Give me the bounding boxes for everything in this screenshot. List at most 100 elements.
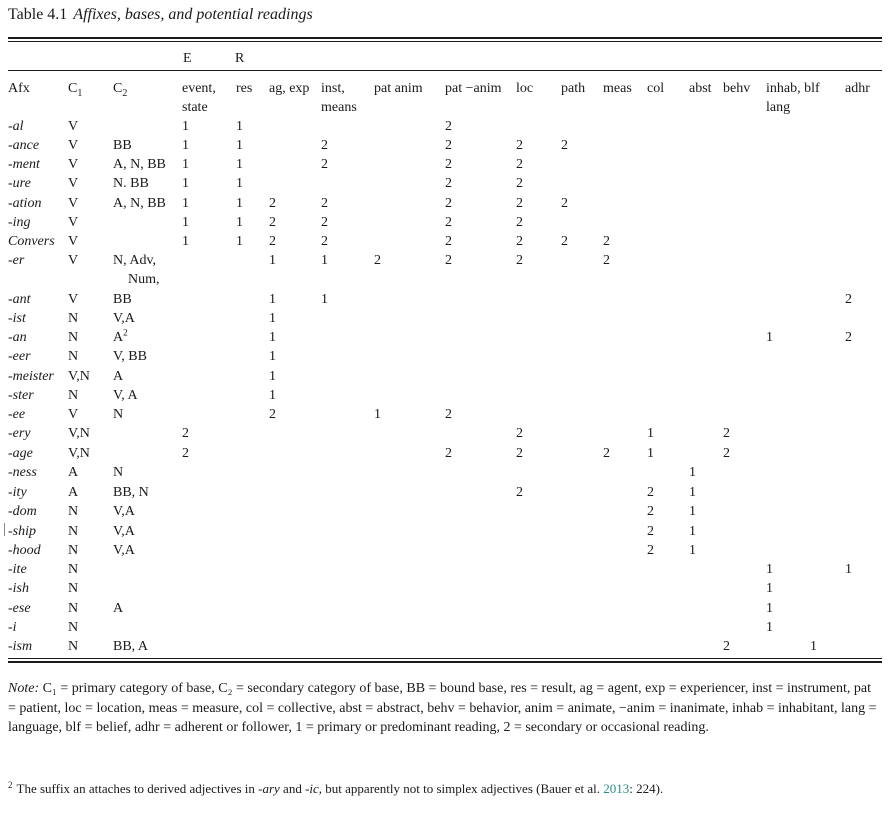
header-loc: loc bbox=[516, 81, 534, 96]
header-pat-anim: pat anim bbox=[374, 81, 423, 96]
c1-cell: N bbox=[68, 620, 79, 635]
c2-cell: BB, N bbox=[113, 483, 149, 502]
reading-abst-cell: 1 bbox=[689, 485, 696, 500]
header-inhab-blf: inhab, blf bbox=[766, 81, 820, 96]
reading-inst-cell: 1 bbox=[321, 292, 328, 307]
reading-abst-cell: 1 bbox=[689, 504, 696, 519]
header-col: col bbox=[647, 81, 665, 96]
c2-cell: A, N, BB bbox=[113, 194, 166, 213]
affix-cell: Convers bbox=[8, 234, 55, 249]
bottom-rule-thin bbox=[8, 658, 882, 659]
top-rule-thick bbox=[8, 37, 882, 39]
c1-cell: V,N bbox=[68, 426, 90, 441]
affix-cell: -an bbox=[8, 330, 27, 345]
c1-cell: V bbox=[68, 407, 79, 422]
c2-cell: N. BB bbox=[113, 174, 149, 193]
reading-event-cell: 1 bbox=[182, 196, 189, 211]
c1-cell: N bbox=[68, 504, 79, 519]
reading-ag-cell: 1 bbox=[269, 330, 276, 345]
text-cursor-mark bbox=[4, 523, 5, 536]
affix-cell: -ese bbox=[8, 601, 31, 616]
reading-patinanim-cell: 2 bbox=[445, 119, 452, 134]
reading-patinanim-cell: 2 bbox=[445, 138, 452, 153]
c2-cell: A bbox=[113, 599, 123, 618]
reading-patanim-cell: 1 bbox=[374, 407, 381, 422]
reading-behv-cell: 2 bbox=[723, 426, 730, 441]
c1-cell: N bbox=[68, 581, 79, 596]
reading-res-cell: 1 bbox=[236, 119, 243, 134]
reading-loc-cell: 2 bbox=[516, 215, 523, 230]
affix-cell: -ery bbox=[8, 426, 31, 441]
c2-text: BB bbox=[113, 138, 132, 153]
reading-inst-cell: 2 bbox=[321, 196, 328, 211]
reading-inhab-cell: 1 bbox=[766, 330, 773, 345]
affix-cell: -eer bbox=[8, 349, 31, 364]
reading-ag-cell: 2 bbox=[269, 407, 276, 422]
c2-cell: V,A bbox=[113, 309, 135, 328]
c1-cell: V,N bbox=[68, 369, 90, 384]
reading-loc-cell: 2 bbox=[516, 446, 523, 461]
c2-cell: V, BB bbox=[113, 347, 147, 366]
affix-cell: -dom bbox=[8, 504, 37, 519]
c1-cell: N bbox=[68, 388, 79, 403]
c1-cell: V,N bbox=[68, 446, 90, 461]
reading-ag-cell: 1 bbox=[269, 311, 276, 326]
reading-loc-cell: 2 bbox=[516, 426, 523, 441]
reading-ag-cell: 1 bbox=[269, 369, 276, 384]
group-header-rule bbox=[8, 70, 882, 71]
c2-text: N bbox=[113, 407, 124, 422]
bottom-rule-thick bbox=[8, 661, 882, 663]
reading-event-cell: 1 bbox=[182, 176, 189, 191]
affix-cell: -hood bbox=[8, 543, 41, 558]
header-c2: C2 bbox=[113, 79, 127, 98]
c2-text: A, N, BB bbox=[113, 157, 166, 172]
reading-event-cell: 1 bbox=[182, 234, 189, 249]
reading-res-cell: 1 bbox=[236, 176, 243, 191]
reading-col-cell: 2 bbox=[647, 543, 654, 558]
c2-cell: N, Adv, bbox=[113, 251, 156, 270]
reading-inhab-cell: 1 bbox=[766, 601, 773, 616]
c1-cell: V bbox=[68, 119, 79, 134]
reading-inhab-cell: 1 bbox=[766, 562, 773, 577]
c1-cell: N bbox=[68, 524, 79, 539]
note-text: C₁ = primary category of base, C₂ = seco… bbox=[8, 681, 877, 735]
c2-text: V, BB bbox=[113, 349, 147, 364]
affix-cell: -er bbox=[8, 253, 25, 268]
c2-text: A, N, BB bbox=[113, 196, 166, 211]
reading-inst-cell: 2 bbox=[321, 138, 328, 153]
header-lang: lang bbox=[766, 100, 791, 115]
reading-event-cell: 1 bbox=[182, 138, 189, 153]
reading-abst-cell: 1 bbox=[689, 543, 696, 558]
reading-res-cell: 1 bbox=[236, 157, 243, 172]
reading-patinanim-cell: 2 bbox=[445, 157, 452, 172]
affix-cell: -ness bbox=[8, 465, 37, 480]
reading-event-cell: 2 bbox=[182, 446, 189, 461]
citation-year-link[interactable]: 2013 bbox=[603, 781, 630, 796]
header-res: res bbox=[236, 81, 253, 96]
reading-abst-cell: 1 bbox=[689, 465, 696, 480]
reading-patinanim-cell: 2 bbox=[445, 234, 452, 249]
affix-cell: -ance bbox=[8, 138, 40, 153]
c2-cell: BB, A bbox=[113, 637, 148, 656]
c1-cell: N bbox=[68, 562, 79, 577]
c2-text: A bbox=[113, 369, 124, 384]
affix-cell: -ish bbox=[8, 581, 29, 596]
affix-cell: -ing bbox=[8, 215, 31, 230]
c2-cell: A2 bbox=[113, 328, 128, 347]
reading-path-cell: 2 bbox=[561, 138, 568, 153]
reading-meas-cell: 2 bbox=[603, 253, 610, 268]
affix-cell: -ity bbox=[8, 485, 27, 500]
footnote-text-mid: and bbox=[279, 781, 306, 796]
top-rule-thin bbox=[8, 41, 882, 42]
c2-text: V,A bbox=[113, 524, 135, 539]
footnote-ref-mark[interactable]: 2 bbox=[123, 327, 128, 338]
reading-inst-cell: 1 bbox=[321, 253, 328, 268]
reading-patinanim-cell: 2 bbox=[445, 215, 452, 230]
affix-cell: -ment bbox=[8, 157, 40, 172]
header-afx: Afx bbox=[8, 81, 30, 96]
c2-text: V,A bbox=[113, 543, 135, 558]
header-meas: meas bbox=[603, 81, 632, 96]
affix-cell: -ite bbox=[8, 562, 27, 577]
c2-text: V, A bbox=[113, 388, 138, 403]
reading-blf-cell: 1 bbox=[810, 639, 817, 654]
